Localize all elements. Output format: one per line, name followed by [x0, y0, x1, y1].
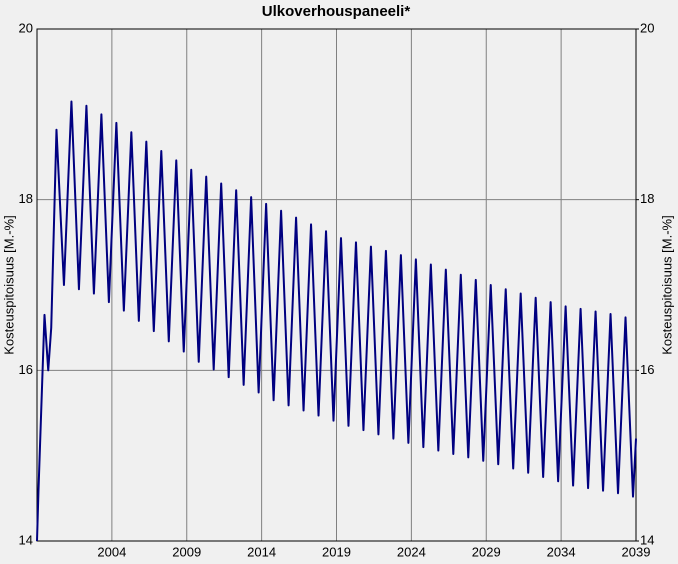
y-tick-label: 14 [19, 532, 33, 547]
y-axis-label: Kosteuspitoisuus [M.-%] [1, 215, 16, 354]
y2-tick-label: 20 [640, 20, 654, 35]
x-tick-label: 2034 [547, 544, 576, 559]
x-tick-label: 2004 [97, 544, 126, 559]
y2-axis-label: Kosteuspitoisuus [M.-%] [659, 215, 674, 354]
y2-tick-label: 18 [640, 191, 654, 206]
y2-tick-label: 16 [640, 362, 654, 377]
plot-border [36, 28, 637, 542]
x-tick-label: 2014 [247, 544, 276, 559]
x-tick-label: 2039 [622, 544, 651, 559]
y2-tick-label: 14 [640, 532, 654, 547]
chart-title: Ulkoverhouspaneeli* [262, 3, 411, 20]
y-tick-label: 16 [19, 362, 33, 377]
x-tick-label: 2009 [172, 544, 201, 559]
x-tick-label: 2029 [472, 544, 501, 559]
data-line [36, 100, 637, 542]
y-tick-label: 20 [19, 20, 33, 35]
y-tick-label: 18 [19, 191, 33, 206]
x-tick-label: 2019 [322, 544, 351, 559]
x-tick-label: 2024 [397, 544, 426, 559]
